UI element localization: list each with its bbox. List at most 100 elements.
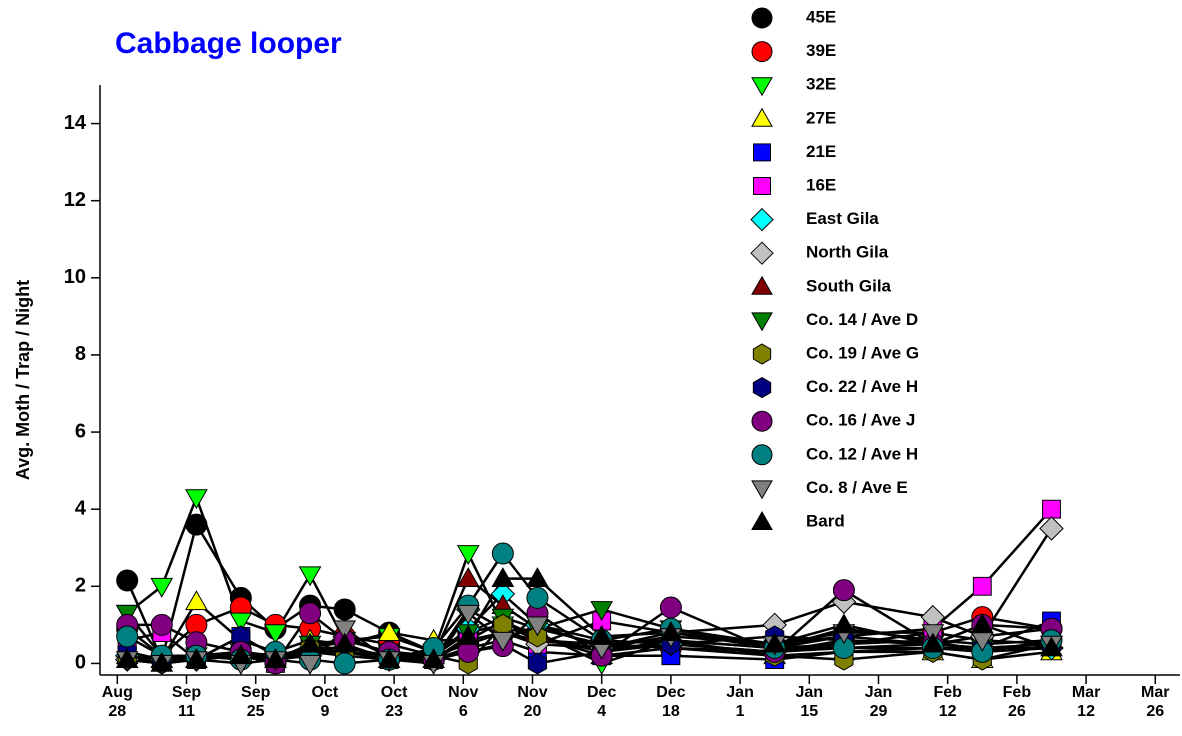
legend-label: 27E	[806, 108, 836, 127]
x-tick-label: Sep 11	[171, 684, 202, 720]
x-tick-label: Sep 25	[241, 684, 271, 720]
marker	[491, 567, 515, 587]
x-tick-label: Feb 26	[1002, 684, 1032, 720]
x-tick-label: Dec 18	[656, 684, 686, 720]
marker	[229, 644, 253, 665]
legend-label: 16E	[806, 175, 836, 194]
marker	[456, 624, 480, 645]
x-tick-label: Jan 15	[795, 684, 824, 720]
legend-label: South Gila	[806, 276, 892, 295]
marker	[150, 577, 174, 598]
y-tick-label: 4	[75, 497, 87, 519]
marker	[763, 632, 787, 653]
marker	[751, 510, 773, 530]
legend-label: Co. 19 / Ave G	[806, 343, 919, 362]
marker	[659, 621, 683, 641]
x-tick-label: Nov 6	[448, 684, 479, 720]
legend: 45E 39E 32E 27E 21E 16E East Gila North Gila Sou…	[750, 7, 919, 530]
marker	[185, 590, 208, 611]
marker	[150, 613, 173, 636]
legend-label: Co. 8 / Ave E	[806, 478, 908, 497]
marker	[150, 651, 174, 672]
legend-label: Bard	[806, 511, 845, 530]
marker	[229, 612, 253, 633]
marker	[264, 624, 287, 645]
y-tick-label: 14	[64, 112, 87, 134]
marker	[456, 567, 480, 587]
marker	[751, 7, 773, 29]
marker	[333, 598, 356, 621]
marker	[751, 275, 773, 295]
marker	[491, 542, 514, 565]
marker	[972, 576, 992, 596]
legend-label: 21E	[806, 142, 836, 161]
marker	[590, 624, 614, 645]
marker	[264, 648, 287, 668]
legend-label: 45E	[806, 7, 836, 26]
legend-label: Co. 16 / Ave J	[806, 411, 915, 430]
y-tick-label: 6	[75, 420, 86, 442]
marker	[751, 410, 773, 432]
marker	[456, 604, 480, 625]
marker	[116, 625, 139, 648]
marker	[526, 567, 549, 587]
marker	[921, 632, 945, 653]
legend-label: 39E	[806, 41, 836, 60]
legend-label: 32E	[806, 75, 836, 94]
x-tick-label: Feb 12	[933, 684, 962, 720]
marker	[750, 207, 774, 232]
chart-title: Cabbage looper	[115, 27, 342, 60]
marker	[116, 569, 139, 592]
marker	[115, 648, 139, 668]
markers	[114, 489, 1064, 675]
marker	[751, 444, 773, 466]
marker	[185, 648, 208, 668]
legend-label: Co. 12 / Ave H	[806, 444, 918, 463]
marker	[1040, 636, 1063, 657]
lines	[126, 494, 1053, 665]
y-tick-label: 10	[64, 266, 86, 288]
marker	[590, 601, 614, 621]
marker	[751, 312, 773, 332]
marker	[185, 489, 208, 510]
marker	[751, 41, 773, 63]
marker	[752, 343, 772, 365]
marker	[1042, 499, 1061, 519]
y-tick-label: 12	[64, 189, 86, 211]
y-tick-label: 0	[75, 652, 86, 674]
marker	[377, 648, 401, 668]
legend-label: East Gila	[806, 209, 879, 228]
x-tick-label: Mar 26	[1141, 684, 1170, 720]
marker	[333, 632, 357, 653]
x-tick-label: Dec 4	[587, 684, 617, 720]
legend-label: Co. 22 / Ave H	[806, 377, 918, 396]
marker	[422, 648, 446, 668]
y-tick-label: 2	[75, 575, 86, 597]
marker	[751, 77, 773, 97]
marker	[659, 596, 682, 619]
marker	[752, 377, 772, 399]
marker	[298, 632, 322, 653]
marker	[298, 655, 322, 675]
x-tick-label: Oct 9	[311, 684, 339, 720]
marker	[299, 602, 322, 625]
marker	[333, 620, 357, 641]
legend-label: Co. 14 / Ave D	[806, 310, 918, 329]
legend-label: North Gila	[806, 243, 889, 262]
x-tick-label: Jan 1	[726, 684, 754, 720]
marker	[185, 513, 208, 536]
x-tick-label: Aug 28	[101, 684, 133, 720]
marker	[333, 652, 356, 675]
marker	[751, 480, 773, 500]
x-tick-label: Mar 12	[1071, 684, 1101, 720]
marker	[491, 631, 515, 652]
marker	[750, 241, 774, 265]
marker	[527, 625, 548, 648]
x-tick-label: Oct 23	[380, 684, 408, 720]
marker	[526, 586, 549, 609]
marker	[753, 143, 771, 162]
marker	[753, 177, 771, 195]
marker	[527, 652, 548, 675]
